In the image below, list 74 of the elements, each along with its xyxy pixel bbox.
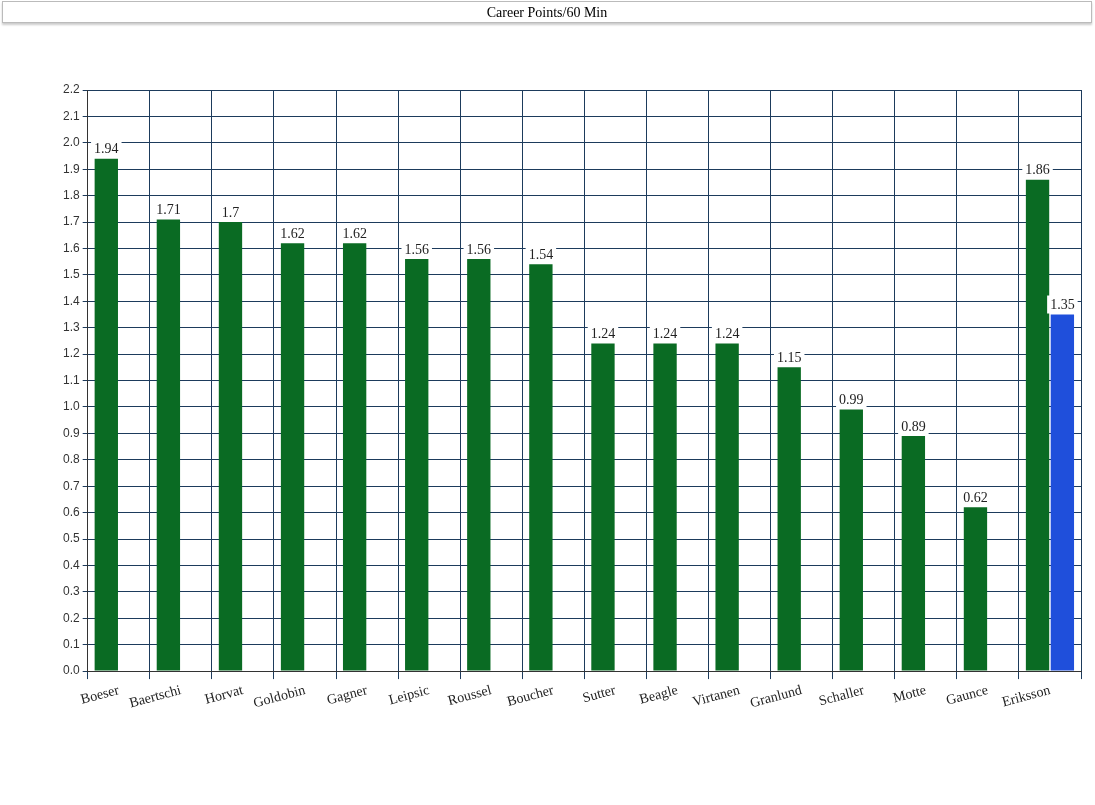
x-tick-label: Baertschi: [127, 682, 183, 711]
x-tick-label: Boeser: [79, 682, 121, 707]
bar: [405, 259, 429, 671]
data-label: 0.89: [901, 418, 926, 434]
y-tick-label: 0.1: [62, 636, 80, 651]
data-label: 0.99: [839, 392, 864, 408]
x-tick-label: Virtanen: [690, 682, 742, 710]
y-tick-label: 0.2: [62, 610, 80, 625]
bar: [156, 219, 181, 671]
bar: [1025, 179, 1050, 671]
y-tick-label: 2.0: [62, 135, 80, 150]
bar: [839, 409, 863, 671]
bar: [963, 507, 988, 671]
y-tick-label: 0.5: [62, 531, 80, 546]
data-label: 1.86: [1025, 162, 1050, 178]
x-tick-label: Roussel: [446, 682, 494, 709]
y-tick-label: 0.9: [62, 425, 80, 440]
data-label: 1.35: [1050, 297, 1075, 313]
x-tick-label: Gaunce: [944, 682, 990, 708]
data-label: 1.62: [280, 225, 305, 241]
bar: [529, 264, 553, 671]
x-tick-label: Gagner: [325, 682, 370, 708]
bar: [1050, 314, 1075, 671]
y-tick-label: 1.4: [62, 293, 80, 308]
x-tick-label: Eriksson: [1000, 682, 1052, 710]
data-label: 1.15: [776, 350, 802, 366]
x-tick-label: Leipsic: [387, 682, 431, 708]
x-tick-label: Sutter: [580, 682, 618, 706]
data-label: 1.24: [652, 326, 678, 342]
bar: [777, 367, 801, 671]
bar: [591, 343, 615, 671]
chart-title: Career Points/60 Min: [2, 1, 1092, 23]
x-tick-label: Beagle: [637, 682, 680, 707]
x-tick-label: Schaller: [817, 682, 866, 709]
data-label: 1.24: [714, 326, 740, 342]
y-tick-label: 0.8: [62, 452, 80, 467]
y-tick-label: 0.4: [62, 557, 80, 572]
x-tick-label: Granlund: [748, 682, 804, 711]
y-tick-label: 1.6: [62, 240, 80, 255]
y-tick-label: 2.1: [62, 108, 80, 123]
data-label: 1.24: [590, 326, 616, 342]
data-label: 0.62: [963, 490, 988, 505]
bar: [94, 158, 118, 671]
y-tick-label: 0.6: [62, 504, 80, 519]
y-tick-label: 1.8: [62, 187, 80, 202]
y-tick-label: 1.0: [62, 399, 80, 414]
bar: [218, 222, 243, 671]
y-tick-label: 0.0: [62, 663, 80, 678]
y-tick-label: 1.1: [62, 372, 80, 387]
y-tick-label: 1.3: [62, 320, 80, 335]
y-tick-label: 2.2: [62, 82, 80, 97]
data-label: 1.62: [342, 225, 367, 241]
data-label: 1.71: [156, 202, 181, 218]
x-tick-label: Boucher: [505, 682, 556, 709]
y-tick-label: 1.9: [62, 161, 80, 176]
bar: [342, 243, 367, 671]
y-tick-label: 0.7: [62, 478, 80, 493]
x-tick-label: Goldobin: [251, 682, 307, 711]
bar: [715, 343, 739, 671]
bar: [901, 436, 926, 671]
y-tick-label: 0.3: [62, 584, 80, 599]
data-label: 1.56: [404, 241, 429, 257]
x-tick-label: Horvat: [203, 682, 245, 707]
data-label: 1.7: [221, 204, 240, 220]
bar: [467, 259, 491, 671]
data-label: 1.94: [94, 141, 119, 157]
y-tick-label: 1.7: [62, 214, 80, 229]
data-label: 1.56: [466, 241, 492, 257]
bar: [653, 343, 677, 671]
x-tick-label: Motte: [891, 682, 928, 706]
bar: [280, 243, 305, 671]
y-tick-label: 1.5: [62, 267, 80, 282]
y-tick-label: 1.2: [62, 346, 80, 361]
data-label: 1.54: [528, 247, 554, 262]
